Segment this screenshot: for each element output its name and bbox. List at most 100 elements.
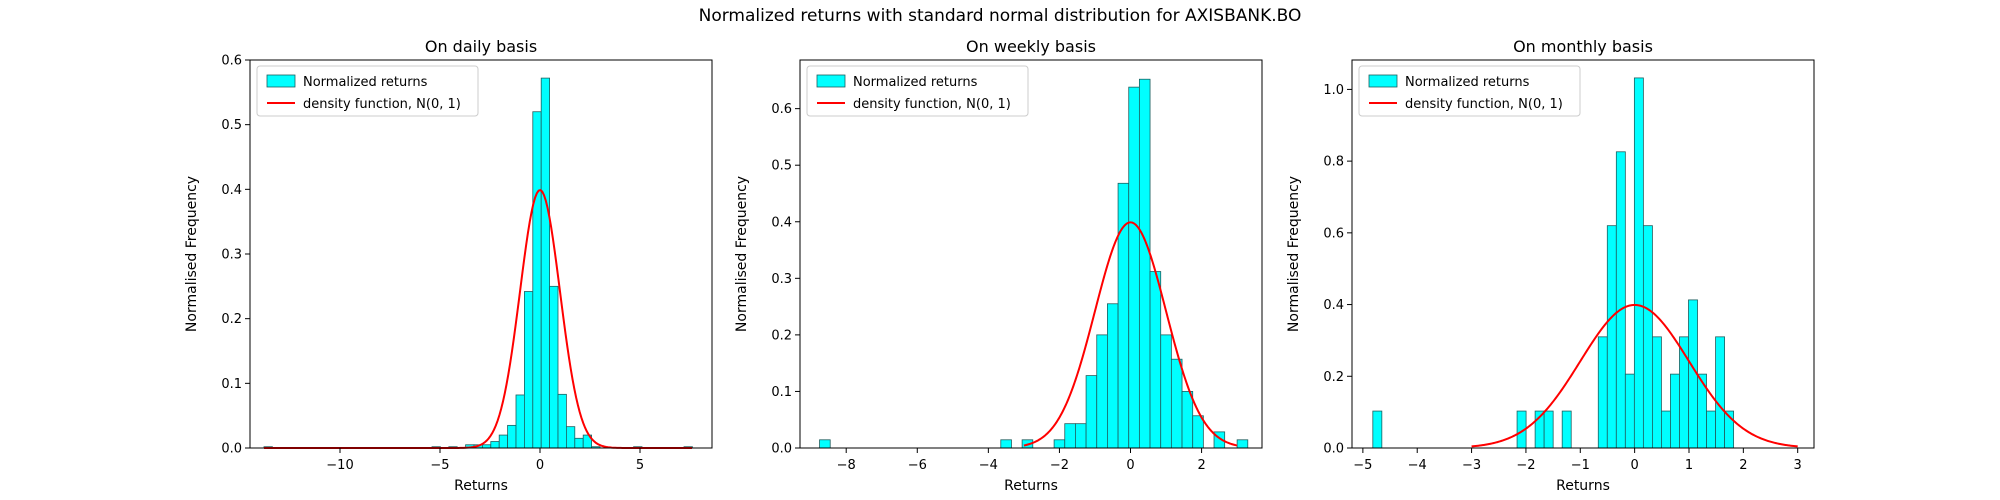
histogram-bar: [1192, 415, 1204, 449]
histogram-bar: [1128, 86, 1140, 449]
legend-swatch-histogram: [816, 74, 846, 88]
legend-swatch-histogram: [1368, 74, 1398, 88]
y-tick-label: 0.0: [771, 442, 792, 457]
legend: Normalized returns density function, N(0,…: [1358, 65, 1581, 117]
x-tick-label: 0: [1126, 458, 1134, 473]
histogram-bar: [819, 439, 831, 449]
histogram-bar: [507, 424, 517, 449]
x-tick-label: −3: [1462, 458, 1481, 473]
y-axis-label: Normalised Frequency: [1286, 176, 1302, 332]
histogram-bar: [1085, 375, 1098, 449]
y-tick-label: 0.6: [771, 102, 792, 117]
chart-title: On monthly basis: [1513, 37, 1653, 56]
histogram-bar: [574, 437, 584, 449]
histogram-bar: [1160, 334, 1172, 449]
histogram-bar: [1597, 336, 1608, 449]
axes-frame: [1351, 59, 1815, 449]
y-axis-label: Normalised Frequency: [734, 176, 750, 332]
x-tick-label: −6: [908, 458, 927, 473]
histogram-bar: [1149, 271, 1162, 449]
figure-title: Normalized returns with standard normal …: [698, 6, 1302, 26]
legend-label: Normalized returns: [303, 75, 428, 90]
legend-label: density function, N(0, 1): [1405, 97, 1563, 112]
density-curve: [1023, 221, 1238, 447]
y-tick-label: 0.3: [771, 272, 792, 287]
x-tick-label: −4: [979, 458, 998, 473]
histogram-bar: [1096, 334, 1108, 449]
histogram-bar: [1652, 336, 1662, 449]
y-tick-label: 0.1: [221, 377, 242, 392]
y-tick-label: 0.6: [1323, 226, 1344, 241]
histogram-bar: [1064, 423, 1076, 449]
histogram-bar: [557, 393, 567, 449]
legend-label: Normalized returns: [853, 75, 978, 90]
x-tick-label: 0: [1630, 458, 1638, 473]
y-tick-label: 0.4: [1323, 298, 1344, 313]
x-tick-label: 2: [1197, 458, 1205, 473]
x-tick-label: −2: [1050, 458, 1069, 473]
histogram-bar: [1138, 78, 1151, 449]
histogram-bar: [1633, 77, 1644, 449]
histogram-bar: [524, 291, 534, 449]
histogram-bar: [1107, 303, 1119, 449]
y-tick-label: 1.0: [1323, 83, 1344, 98]
y-tick-label: 0.0: [221, 442, 242, 457]
chart-panel-1: On daily basis −10 −5 0 5 0.0 0.1 0.2 0.3 0.4 0.5 0…: [184, 37, 713, 494]
histogram-bar: [1561, 410, 1572, 449]
x-tick-label: −1: [1571, 458, 1590, 473]
histogram-bar: [549, 285, 559, 449]
legend-box: [256, 65, 479, 117]
histogram-bar: [1053, 439, 1066, 449]
legend-label: Normalized returns: [1405, 75, 1530, 90]
histogram-bar: [1642, 225, 1653, 449]
y-tick-label: 0.1: [771, 385, 792, 400]
histogram-bar: [515, 394, 525, 449]
legend-box: [1358, 65, 1581, 117]
x-tick-label: 1: [1685, 458, 1693, 473]
histogram-bar: [540, 77, 551, 449]
density-curve: [264, 188, 692, 449]
y-tick-label: 0.2: [1323, 370, 1344, 385]
y-axis-label: Normalised Frequency: [184, 176, 200, 332]
histogram-bar: [1170, 358, 1183, 449]
legend: Normalized returns density function, N(0,…: [806, 65, 1029, 117]
y-tick-label: 0.5: [221, 118, 242, 133]
x-tick-label: −2: [1516, 458, 1535, 473]
histogram-bar: [566, 426, 576, 449]
legend-label: density function, N(0, 1): [853, 97, 1011, 112]
chart-panel-2: On weekly basis −8 −6 −4 −2 0 2 0.0 0.1 0.2 0.3 0.4…: [734, 37, 1263, 494]
y-tick-label: 0.4: [221, 183, 242, 198]
chart-title: On weekly basis: [966, 37, 1096, 56]
axes-frame: [249, 59, 713, 449]
y-tick-label: 0.3: [221, 248, 242, 263]
histogram-bar: [1543, 410, 1554, 449]
x-tick-label: −10: [326, 458, 353, 473]
x-tick-label: 0: [536, 458, 544, 473]
chart-title: On daily basis: [425, 37, 537, 56]
x-tick-label: 2: [1739, 458, 1747, 473]
histogram-bar: [1706, 410, 1716, 449]
legend: Normalized returns density function, N(0,…: [256, 65, 479, 117]
x-axis-label: Returns: [1004, 478, 1058, 494]
y-tick-label: 0.5: [771, 159, 792, 174]
x-tick-label: 3: [1794, 458, 1802, 473]
histogram-bar: [490, 441, 500, 449]
histogram-bar: [1715, 336, 1725, 449]
y-tick-label: 0.2: [771, 328, 792, 343]
histogram-bar: [498, 434, 509, 449]
histogram-bar: [1372, 410, 1383, 449]
histogram-bar: [1615, 151, 1626, 449]
histogram-bar: [1181, 391, 1194, 449]
y-tick-label: 0.0: [1323, 442, 1344, 457]
x-tick-label: 5: [636, 458, 644, 473]
histogram-bar: [1000, 439, 1012, 449]
x-tick-label: −5: [1353, 458, 1372, 473]
axes-frame: [799, 59, 1263, 449]
histogram-bar: [1236, 439, 1249, 449]
histogram-bar: [1661, 410, 1671, 449]
histogram-bar: [1624, 373, 1635, 449]
x-tick-label: −4: [1408, 458, 1427, 473]
legend-swatch-histogram: [266, 74, 296, 88]
